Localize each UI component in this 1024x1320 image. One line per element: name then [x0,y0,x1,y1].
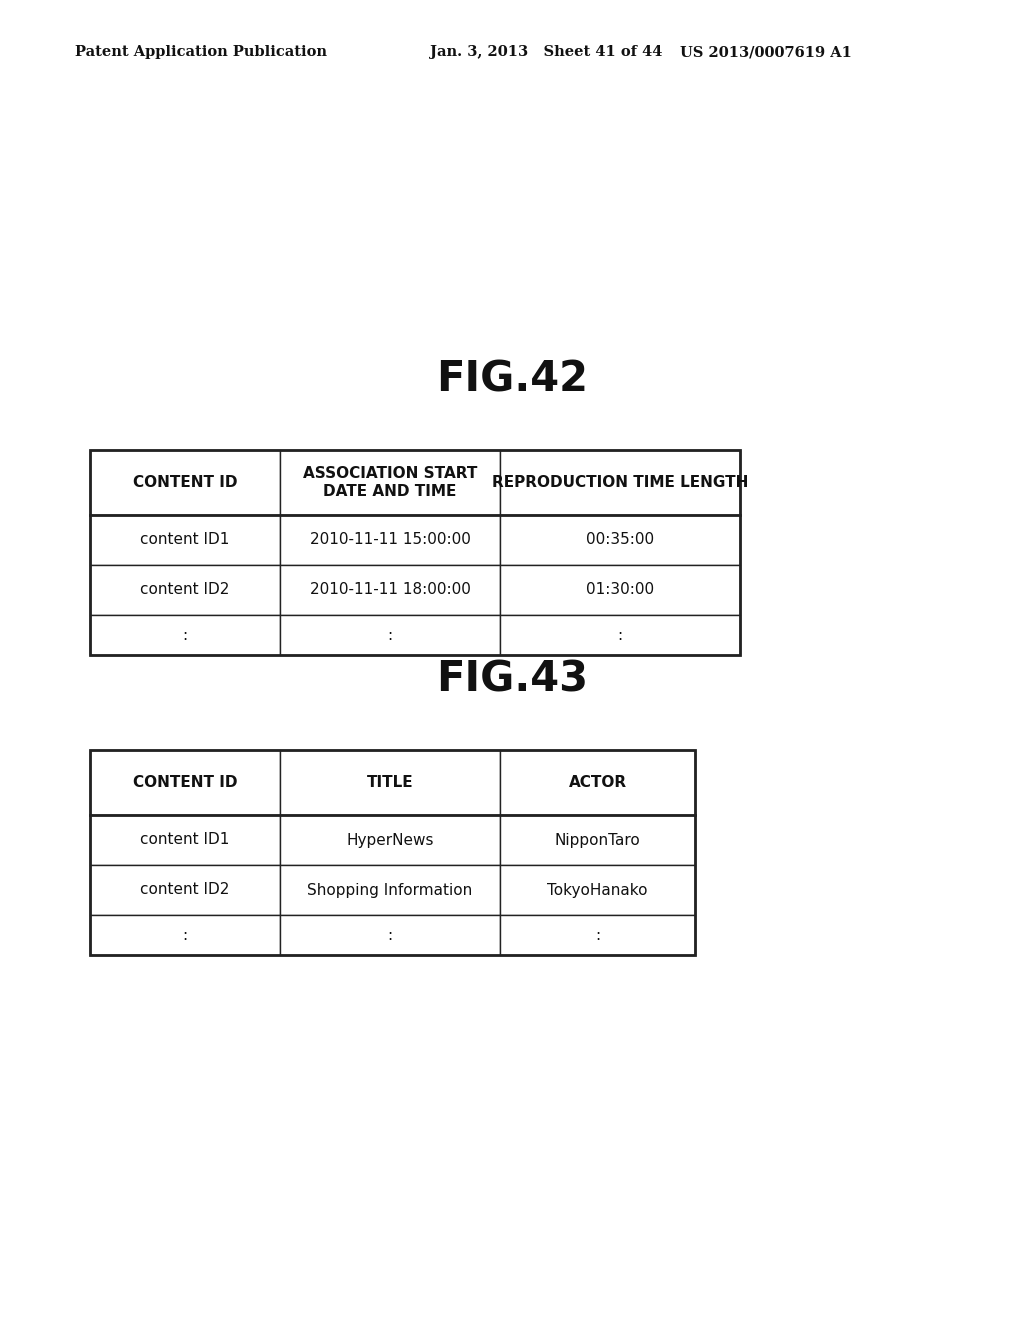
Text: US 2013/0007619 A1: US 2013/0007619 A1 [680,45,852,59]
Bar [500,515,740,565]
Text: :: : [387,928,392,942]
Bar [90,750,280,814]
Bar [280,565,500,615]
Bar [90,750,695,954]
Text: Patent Application Publication: Patent Application Publication [75,45,327,59]
Bar [90,814,280,865]
Text: ASSOCIATION START
DATE AND TIME: ASSOCIATION START DATE AND TIME [303,466,477,499]
Text: ACTOR: ACTOR [568,775,627,789]
Text: :: : [182,928,187,942]
Text: FIG.42: FIG.42 [436,359,588,401]
Text: Jan. 3, 2013   Sheet 41 of 44: Jan. 3, 2013 Sheet 41 of 44 [430,45,663,59]
Bar [500,814,695,865]
Bar [90,450,280,515]
Bar [90,615,280,655]
Bar [500,450,740,515]
Text: 00:35:00: 00:35:00 [586,532,654,548]
Bar [90,450,740,655]
Text: :: : [617,627,623,643]
Text: REPRODUCTION TIME LENGTH: REPRODUCTION TIME LENGTH [492,475,749,490]
Text: content ID1: content ID1 [140,532,229,548]
Bar [280,750,500,814]
Bar [500,565,740,615]
Text: :: : [387,627,392,643]
Bar [500,865,695,915]
Bar [500,615,740,655]
Text: content ID2: content ID2 [140,582,229,598]
Text: 2010-11-11 18:00:00: 2010-11-11 18:00:00 [309,582,470,598]
Text: content ID1: content ID1 [140,833,229,847]
Bar [280,865,500,915]
Bar [500,750,695,814]
Bar [280,615,500,655]
Text: 01:30:00: 01:30:00 [586,582,654,598]
Bar [280,915,500,954]
Bar [500,915,695,954]
Text: FIG.43: FIG.43 [436,659,588,701]
Text: CONTENT ID: CONTENT ID [133,775,238,789]
Bar [280,515,500,565]
Text: Shopping Information: Shopping Information [307,883,473,898]
Text: content ID2: content ID2 [140,883,229,898]
Bar [280,814,500,865]
Bar [280,450,500,515]
Text: NipponTaro: NipponTaro [555,833,640,847]
Text: TITLE: TITLE [367,775,414,789]
Bar [90,565,280,615]
Text: TokyoHanako: TokyoHanako [547,883,648,898]
Bar [90,515,280,565]
Text: :: : [595,928,600,942]
Text: 2010-11-11 15:00:00: 2010-11-11 15:00:00 [309,532,470,548]
Text: CONTENT ID: CONTENT ID [133,475,238,490]
Bar [90,915,280,954]
Bar [90,865,280,915]
Text: HyperNews: HyperNews [346,833,434,847]
Text: :: : [182,627,187,643]
